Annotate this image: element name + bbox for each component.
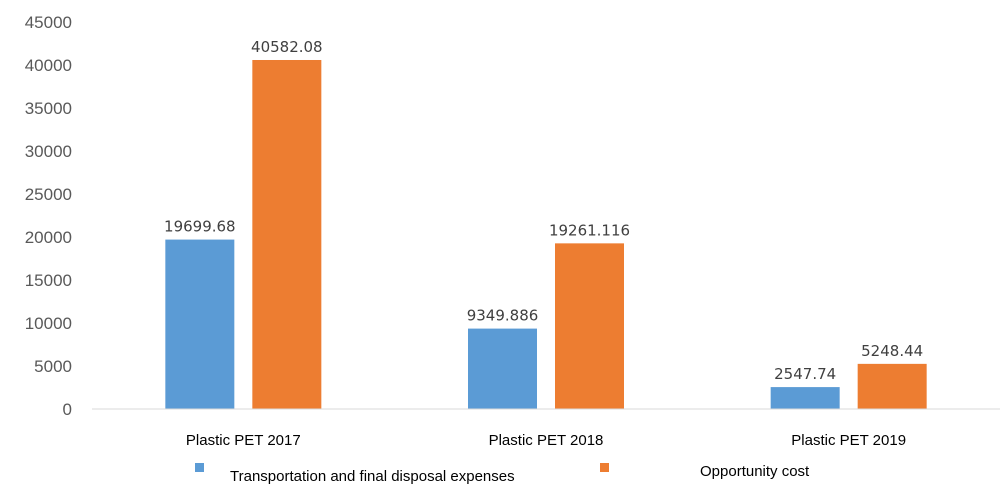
y-tick-label: 25000 bbox=[25, 185, 72, 204]
bar-transport-disposal bbox=[165, 239, 235, 409]
y-tick-label: 10000 bbox=[25, 314, 72, 333]
data-label: 9349.886 bbox=[467, 307, 539, 325]
bar-opportunity-cost bbox=[857, 363, 927, 409]
legend-label: Opportunity cost bbox=[700, 463, 810, 480]
x-tick-label: Plastic PET 2019 bbox=[791, 432, 906, 449]
y-axis: 0 5000 10000 15000 20000 25000 30000 35000 40000… bbox=[25, 13, 72, 419]
y-tick-label: 30000 bbox=[25, 142, 72, 161]
bar-transport-disposal bbox=[468, 328, 537, 409]
y-tick-label: 15000 bbox=[25, 271, 72, 290]
legend-label: Transportation and final disposal expens… bbox=[230, 468, 515, 484]
x-axis: Plastic PET 2017 Plastic PET 2018 Plastic … bbox=[186, 432, 906, 449]
y-tick-label: 0 bbox=[63, 400, 72, 419]
data-label: 19261.116 bbox=[549, 221, 630, 239]
bar-transport-disposal bbox=[770, 387, 840, 409]
data-labels: 19699.68 40582.08 9349.886 19261.116 2547.74… bbox=[164, 38, 923, 383]
x-tick-label: Plastic PET 2017 bbox=[186, 432, 301, 449]
data-label: 19699.68 bbox=[164, 218, 236, 236]
data-label: 2547.74 bbox=[774, 365, 836, 383]
data-label: 5248.44 bbox=[861, 342, 923, 360]
y-tick-label: 35000 bbox=[25, 99, 72, 118]
y-tick-label: 40000 bbox=[25, 56, 72, 75]
y-tick-label: 5000 bbox=[34, 357, 72, 376]
x-tick-label: Plastic PET 2018 bbox=[489, 432, 604, 449]
y-tick-label: 20000 bbox=[25, 228, 72, 247]
bar-opportunity-cost bbox=[555, 243, 624, 409]
y-tick-label: 45000 bbox=[25, 13, 72, 32]
legend-swatch bbox=[195, 463, 204, 472]
bars bbox=[165, 59, 927, 409]
bar-opportunity-cost bbox=[252, 59, 322, 409]
legend: Transportation and final disposal expens… bbox=[195, 463, 810, 484]
data-label: 40582.08 bbox=[251, 38, 323, 56]
legend-swatch bbox=[600, 463, 609, 472]
